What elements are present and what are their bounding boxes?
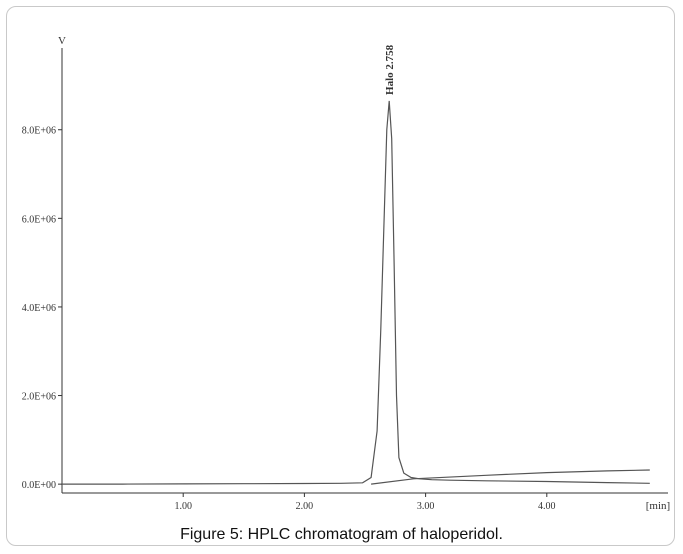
y-tick-label: 0.0E+00 xyxy=(22,480,56,491)
y-axis-label: V xyxy=(58,35,66,47)
x-axis-label: [min] xyxy=(646,500,670,512)
figure-caption: Figure 5: HPLC chromatogram of haloperid… xyxy=(180,526,503,543)
y-tick-label: 4.0E+06 xyxy=(22,303,56,314)
peak-label: Halo 2.758 xyxy=(384,44,396,95)
x-tick-label: 1.00 xyxy=(174,501,192,512)
x-tick-label: 3.00 xyxy=(417,501,435,512)
chromatogram-trace xyxy=(62,100,650,485)
y-tick-label: 6.0E+06 xyxy=(22,214,56,225)
x-tick-label: 2.00 xyxy=(296,501,314,512)
y-tick-label: 8.0E+06 xyxy=(22,126,56,137)
figure-frame xyxy=(6,6,675,546)
x-tick-label: 4.00 xyxy=(538,501,556,512)
y-tick-label: 2.0E+06 xyxy=(22,392,56,403)
baseline-trace xyxy=(371,469,650,485)
